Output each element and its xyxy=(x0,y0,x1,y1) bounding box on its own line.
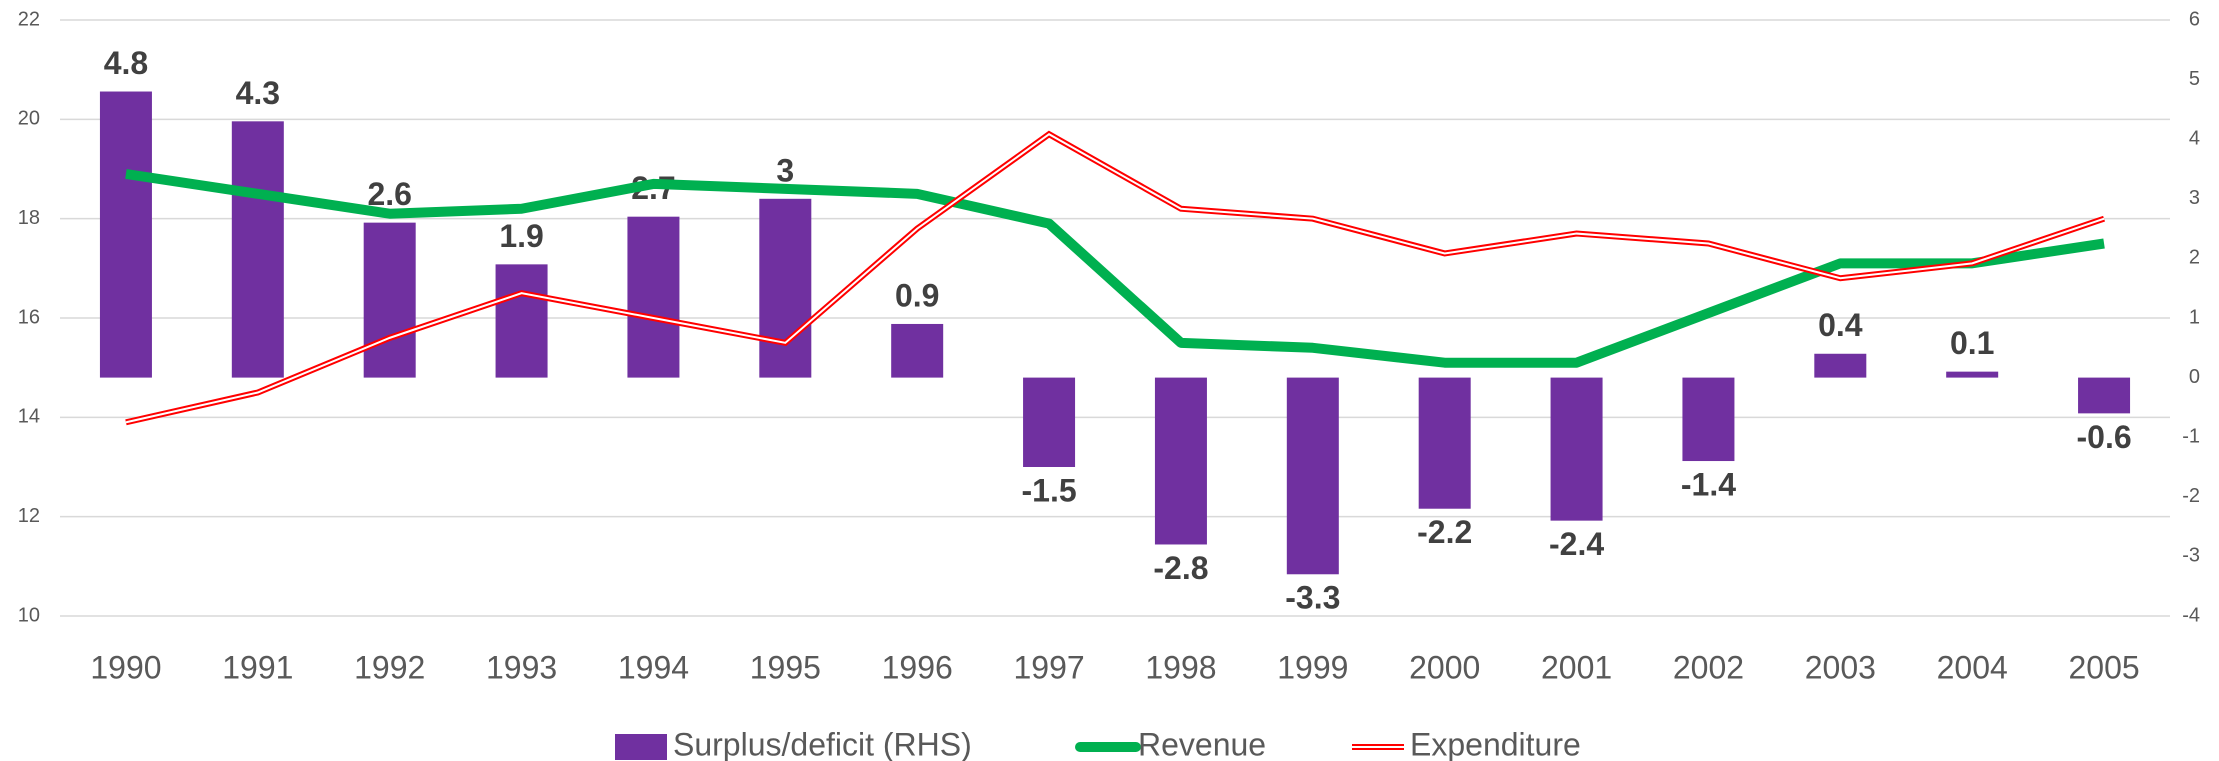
bar xyxy=(231,121,284,378)
y2-tick-label: 1 xyxy=(2189,306,2200,328)
x-tick-label: 2003 xyxy=(1805,649,1876,685)
bar xyxy=(1154,377,1207,545)
value-label: -0.6 xyxy=(2076,419,2131,455)
line-inner xyxy=(125,133,2105,424)
x-tick-label: 1995 xyxy=(750,649,821,685)
x-tick-label: 1996 xyxy=(882,649,953,685)
y2-tick-label: 6 xyxy=(2189,8,2200,30)
bar xyxy=(1814,353,1867,378)
y2-tick-label: 5 xyxy=(2189,68,2200,90)
x-tick-label: 1993 xyxy=(486,649,557,685)
value-label: 0.4 xyxy=(1818,307,1863,343)
bar xyxy=(2078,377,2131,414)
bar xyxy=(759,198,812,378)
y-tick-label: 22 xyxy=(18,8,40,30)
bar xyxy=(1946,371,1999,378)
value-label: 4.3 xyxy=(236,75,280,111)
y2-tick-label: -2 xyxy=(2182,485,2200,507)
bar xyxy=(99,91,152,378)
y2-tick-label: 3 xyxy=(2189,187,2200,209)
y-tick-label: 14 xyxy=(18,406,40,428)
value-label: 0.9 xyxy=(895,277,939,313)
y2-tick-label: 4 xyxy=(2189,127,2200,149)
x-tick-label: 1998 xyxy=(1145,649,1216,685)
y-tick-label: 16 xyxy=(18,306,40,328)
y-tick-label: 10 xyxy=(18,604,40,626)
bar xyxy=(627,216,680,378)
legend-label: Surplus/deficit (RHS) xyxy=(673,726,972,761)
value-label: -3.3 xyxy=(1285,580,1340,616)
value-label: -2.2 xyxy=(1417,514,1472,550)
y2-tick-label: -1 xyxy=(2182,425,2200,447)
x-tick-label: 1991 xyxy=(222,649,293,685)
value-label: 3 xyxy=(776,152,794,188)
y-tick-label: 18 xyxy=(18,207,40,229)
x-tick-label: 1994 xyxy=(618,649,689,685)
value-label: -1.4 xyxy=(1681,466,1736,502)
bar xyxy=(891,323,944,378)
x-tick-label: 1990 xyxy=(90,649,161,685)
value-label: 1.9 xyxy=(499,218,543,254)
x-tick-label: 2002 xyxy=(1673,649,1744,685)
value-label: -2.4 xyxy=(1549,526,1604,562)
x-tick-label: 2000 xyxy=(1409,649,1480,685)
legend-label: Revenue xyxy=(1138,726,1266,761)
bar xyxy=(1286,377,1339,575)
y2-tick-label: -4 xyxy=(2182,604,2200,626)
x-tick-label: 1992 xyxy=(354,649,425,685)
line xyxy=(125,169,2105,368)
value-label: 0.1 xyxy=(1950,325,1994,361)
bar xyxy=(1682,377,1735,462)
x-tick-label: 2004 xyxy=(1937,649,2008,685)
bar xyxy=(1023,377,1076,467)
bar xyxy=(1550,377,1603,521)
y-tick-label: 12 xyxy=(18,505,40,527)
bar xyxy=(495,264,548,378)
value-label: -1.5 xyxy=(1021,472,1076,508)
value-label: 2.6 xyxy=(367,176,411,212)
x-tick-label: 1999 xyxy=(1277,649,1348,685)
y2-tick-label: 0 xyxy=(2189,366,2200,388)
legend-label: Expenditure xyxy=(1410,726,1581,761)
bar xyxy=(363,222,416,378)
y2-tick-label: -3 xyxy=(2182,545,2200,567)
legend-swatch xyxy=(615,734,667,760)
value-label: -2.8 xyxy=(1153,550,1208,586)
y-tick-label: 20 xyxy=(18,108,40,130)
x-tick-label: 2001 xyxy=(1541,649,1612,685)
x-tick-label: 2005 xyxy=(2068,649,2139,685)
bar xyxy=(1418,377,1471,509)
x-tick-label: 1997 xyxy=(1013,649,1084,685)
y2-tick-label: 2 xyxy=(2189,247,2200,269)
value-label: 4.8 xyxy=(104,45,148,81)
